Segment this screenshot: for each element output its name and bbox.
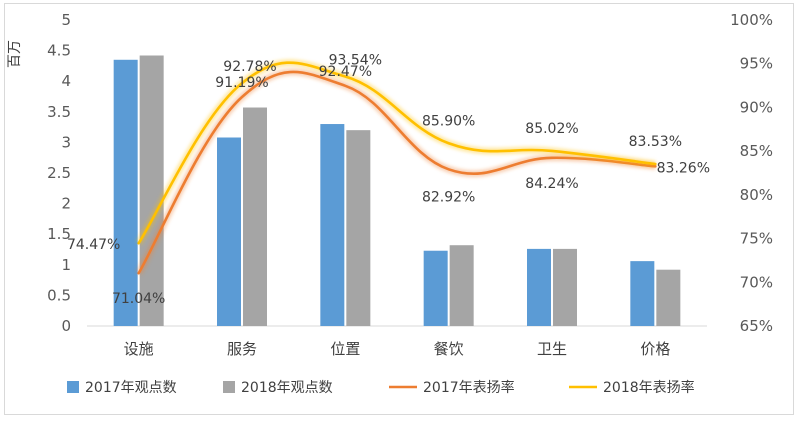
left-tick-label: 1 [61, 256, 71, 274]
right-axis: 65% 70% 75% 80% 85% 90% 95% 100% [730, 11, 773, 335]
bar-1-6 [630, 261, 655, 326]
data-label-2-6: 83.53% [629, 134, 682, 150]
right-tick-label: 80% [740, 186, 773, 204]
bar-2-4 [449, 245, 474, 326]
bar-2-2 [243, 107, 267, 327]
legend-item: 2017年表扬率 [389, 379, 515, 396]
line-series-1 [137, 70, 657, 275]
bar-1-5 [527, 248, 551, 326]
bar-2-5 [553, 248, 577, 326]
category-label: 位置 [330, 340, 360, 358]
category-labels: 设施 服务 位置 餐饮 卫生 价格 [124, 340, 671, 358]
data-label-1-3: 92.47% [319, 64, 372, 80]
bar-1-1 [113, 59, 138, 326]
data-label-2-5: 85.02% [525, 121, 578, 137]
data-label-1-6: 83.26% [657, 160, 710, 176]
legend-swatch [67, 381, 79, 393]
legend-label: 2017年观点数 [85, 380, 177, 396]
legend-swatch [223, 381, 235, 393]
right-tick-label: 75% [740, 230, 773, 248]
data-label-1-2: 91.19% [215, 75, 268, 91]
bar-2-6 [656, 269, 681, 326]
category-label: 卫生 [537, 340, 567, 358]
left-tick-label: 5 [61, 11, 71, 29]
bars [113, 55, 681, 327]
left-tick-label: 1.5 [47, 225, 71, 243]
left-axis-unit-label: 百万 [7, 40, 23, 68]
bar-2-1 [139, 55, 164, 326]
legend-item: 2018年表扬率 [569, 379, 695, 396]
left-tick-label: 3.5 [47, 103, 71, 121]
right-tick-label: 85% [740, 142, 773, 160]
left-tick-label: 3 [61, 133, 71, 151]
legend-item: 2017年观点数 [67, 380, 177, 396]
left-axis: 0 0.5 1 1.5 2 2.5 3 3.5 4 4.5 5 [47, 11, 71, 335]
left-tick-label: 4.5 [47, 42, 71, 60]
bar-1-3 [320, 124, 345, 326]
left-tick-label: 0 [61, 317, 71, 335]
left-tick-label: 2.5 [47, 164, 71, 182]
bar-1-2 [217, 137, 241, 326]
data-labels: 71.04% 91.19% 92.47% 82.92% 84.24% 83.26% 74.4… [67, 52, 710, 307]
chart-frame: 0 0.5 1 1.5 2 2.5 3 3.5 4 4.5 5 65% 70% 75% 80% 85% 90%… [4, 3, 794, 415]
category-label: 价格 [640, 340, 670, 358]
combo-chart: 0 0.5 1 1.5 2 2.5 3 3.5 4 4.5 5 65% 70% 75% 80% 85% 90%… [7, 11, 773, 396]
category-label: 设施 [124, 340, 154, 358]
left-tick-label: 4 [61, 72, 71, 90]
left-tick-label: 0.5 [47, 286, 71, 304]
bar-2-3 [346, 130, 371, 326]
data-label-1-1: 71.04% [112, 291, 165, 307]
right-tick-label: 90% [740, 98, 773, 116]
category-label: 服务 [227, 340, 257, 358]
data-label-1-5: 84.24% [525, 176, 578, 192]
legend-label: 2018年表扬率 [603, 379, 695, 396]
data-label-2-1: 74.47% [67, 237, 120, 253]
data-label-2-4: 85.90% [422, 113, 475, 129]
right-tick-label: 95% [740, 55, 773, 73]
category-label: 餐饮 [434, 340, 464, 358]
data-label-1-4: 82.92% [422, 189, 475, 205]
data-label-2-2: 92.78% [223, 59, 276, 75]
left-tick-label: 2 [61, 195, 71, 213]
legend-label: 2018年观点数 [241, 380, 333, 396]
legend-label: 2017年表扬率 [423, 379, 515, 396]
right-tick-label: 65% [740, 317, 773, 335]
lines [135, 59, 657, 275]
data-label-2-3: 93.54% [329, 52, 382, 68]
right-tick-label: 100% [730, 11, 773, 29]
right-tick-label: 70% [740, 273, 773, 291]
legend: 2017年观点数 2018年观点数 2017年表扬率 2018年表扬率 [67, 379, 695, 396]
legend-item: 2018年观点数 [223, 380, 333, 396]
line-glow-1 [135, 68, 656, 275]
line-series-2 [137, 61, 657, 245]
bar-1-4 [423, 250, 448, 326]
